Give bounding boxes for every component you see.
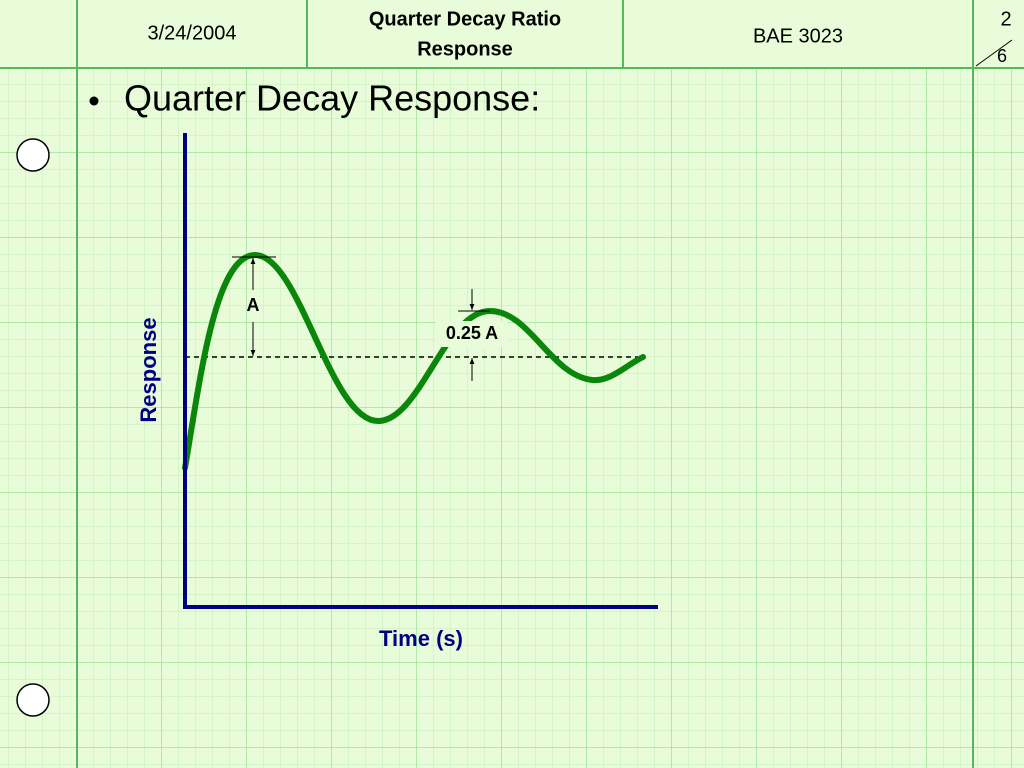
x-axis-label: Time (s) (379, 626, 463, 651)
header-date: 3/24/2004 (148, 22, 237, 44)
response-curve (182, 251, 646, 471)
header-title: Response (417, 38, 513, 60)
binder-hole (16, 138, 50, 172)
page-slash (975, 39, 1013, 67)
annotation-a: A (247, 295, 260, 315)
bullet-dot (89, 96, 99, 106)
annotation-quarter: 0.25 A (446, 323, 498, 343)
bullet-text: Quarter Decay Response: (124, 78, 540, 119)
header-bg (0, 0, 1024, 68)
header-title: Quarter Decay Ratio (369, 8, 561, 30)
page-total: 6 (997, 46, 1007, 66)
annotation-bg (436, 321, 508, 347)
header-course: BAE 3023 (753, 25, 843, 47)
page-current: 2 (1000, 8, 1011, 30)
y-axis-label: Response (136, 317, 161, 422)
binder-hole (16, 683, 50, 717)
